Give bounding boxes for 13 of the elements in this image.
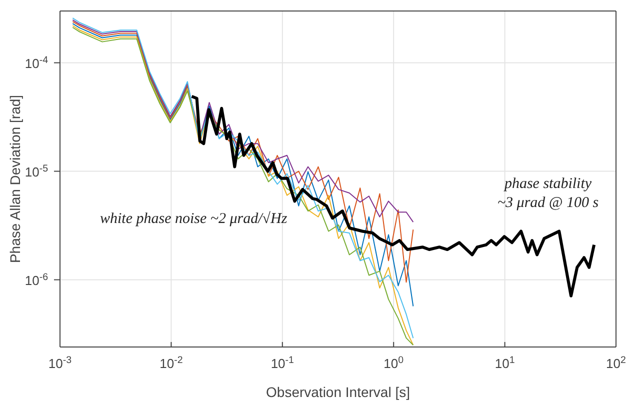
x-tick-label: 10$^{1}$: [494, 354, 515, 371]
x-axis-title: Observation Interval [s]: [266, 384, 410, 400]
x-tick-label: 10$^{0}$: [384, 354, 404, 371]
x-tick-label: 10$^{2}$: [606, 354, 626, 371]
x-tick-label: 10$^{-2}$: [160, 354, 183, 371]
y-tick-label: 10$^{-4}$: [24, 54, 49, 71]
x-tick-label: 10$^{-3}$: [48, 354, 72, 371]
y-tick-label: 10$^{-5}$: [24, 162, 49, 180]
y-axis-title: Phase Allan Deviation [rad]: [6, 94, 23, 264]
x-tick-label: 10$^{-1}$: [270, 354, 294, 371]
annotation: white phase noise ~2 μrad/√Hz: [100, 211, 288, 227]
annotation: phase stability ~3 μrad @ 100 s: [497, 176, 599, 211]
y-tick-label: 10$^{-6}$: [24, 271, 48, 288]
